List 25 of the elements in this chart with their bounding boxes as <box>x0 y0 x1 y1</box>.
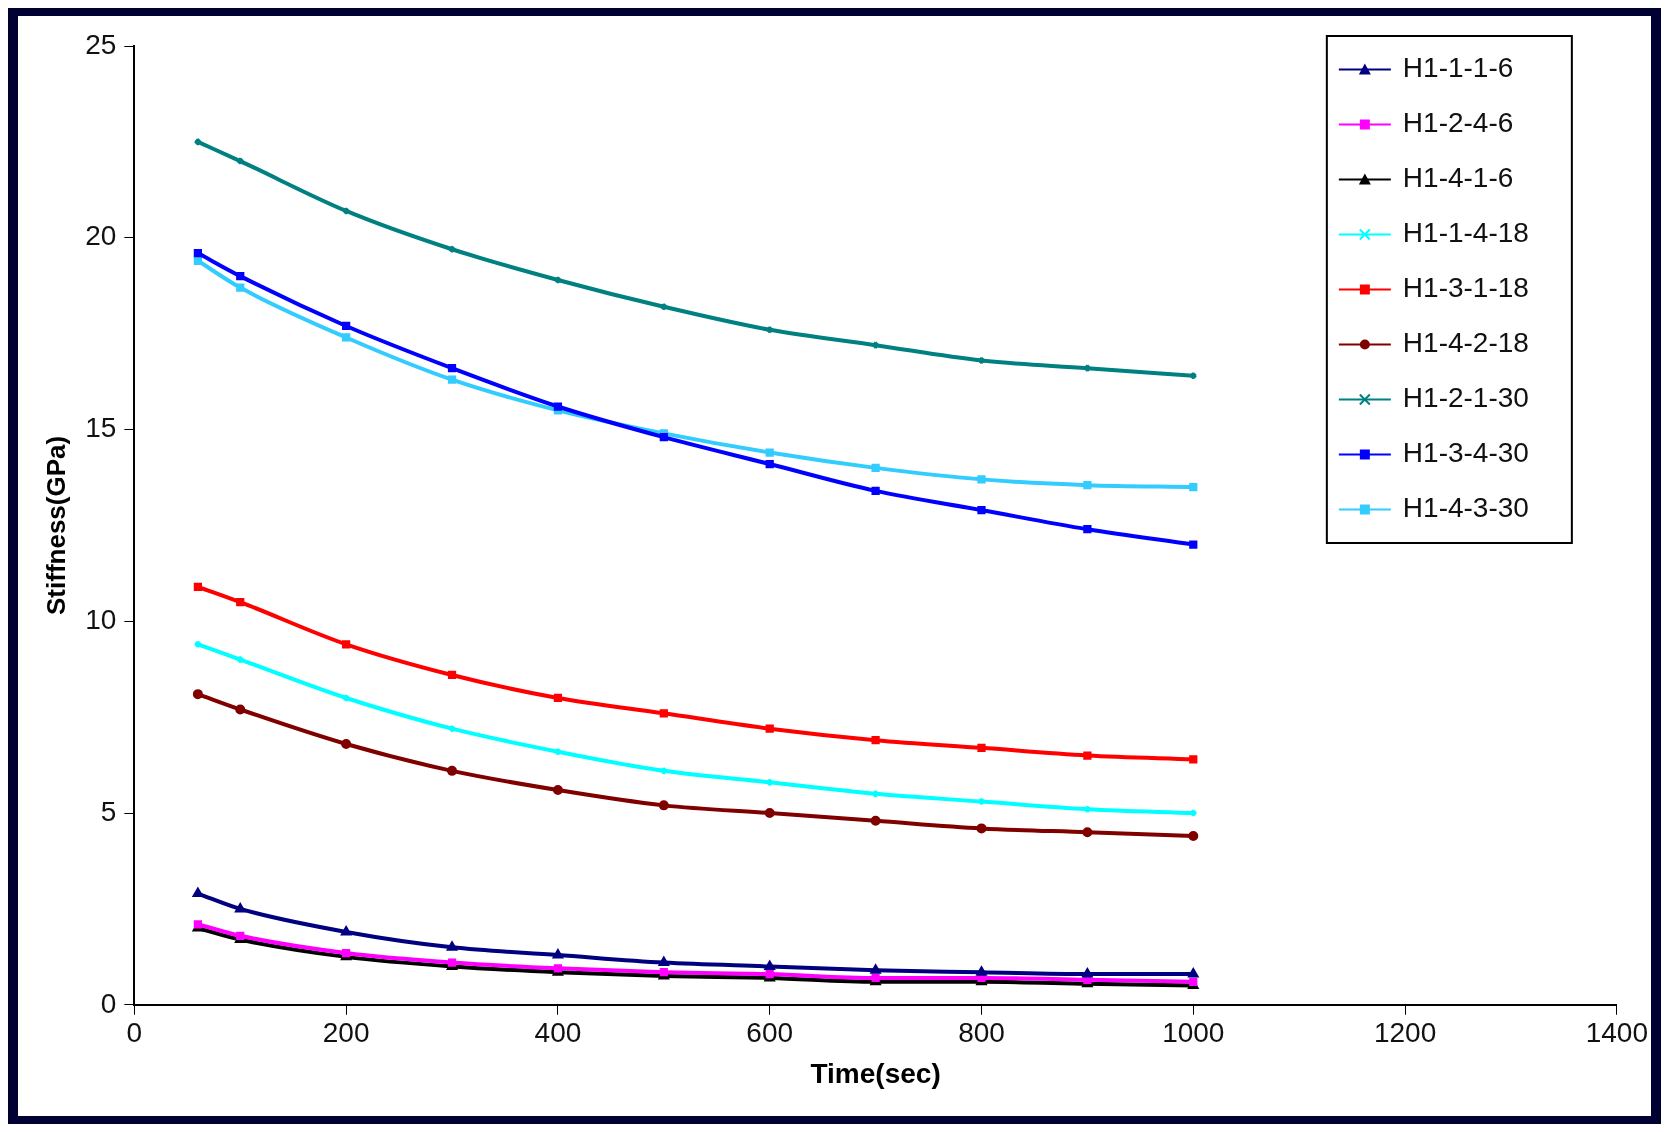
x-tick-label: 800 <box>958 1017 1005 1049</box>
y-tick-label: 25 <box>85 28 117 60</box>
legend-label: H1-2-4-6 <box>1402 107 1514 139</box>
x-tick-label: 1400 <box>1585 1017 1648 1049</box>
y-tick-label: 15 <box>85 412 117 444</box>
legend-label: H1-1-4-18 <box>1402 217 1529 249</box>
x-tick-label: 0 <box>126 1017 143 1049</box>
x-tick-label: 600 <box>746 1017 794 1049</box>
legend-label: H1-3-1-18 <box>1402 272 1529 304</box>
legend-label: H1-4-2-18 <box>1402 327 1529 359</box>
x-tick-label: 200 <box>322 1017 370 1049</box>
y-tick-label: 10 <box>85 604 117 635</box>
legend-label: H1-3-4-30 <box>1402 437 1529 469</box>
legend-label: H1-4-3-30 <box>1402 492 1529 524</box>
x-axis-title: Time(sec) <box>810 1057 941 1089</box>
x-tick-label: 1200 <box>1373 1017 1437 1049</box>
y-tick-label: 0 <box>100 987 117 1019</box>
y-tick-label: 5 <box>100 795 117 827</box>
legend-label: H1-4-1-6 <box>1402 162 1514 194</box>
y-axis-title: Stiffness(GPa) <box>40 435 71 615</box>
legend-label: H1-1-1-6 <box>1402 52 1514 84</box>
y-tick-label: 20 <box>85 220 117 252</box>
x-tick-label: 1000 <box>1162 1017 1225 1049</box>
legend-label: H1-2-1-30 <box>1402 382 1529 414</box>
x-tick-label: 400 <box>534 1017 582 1049</box>
